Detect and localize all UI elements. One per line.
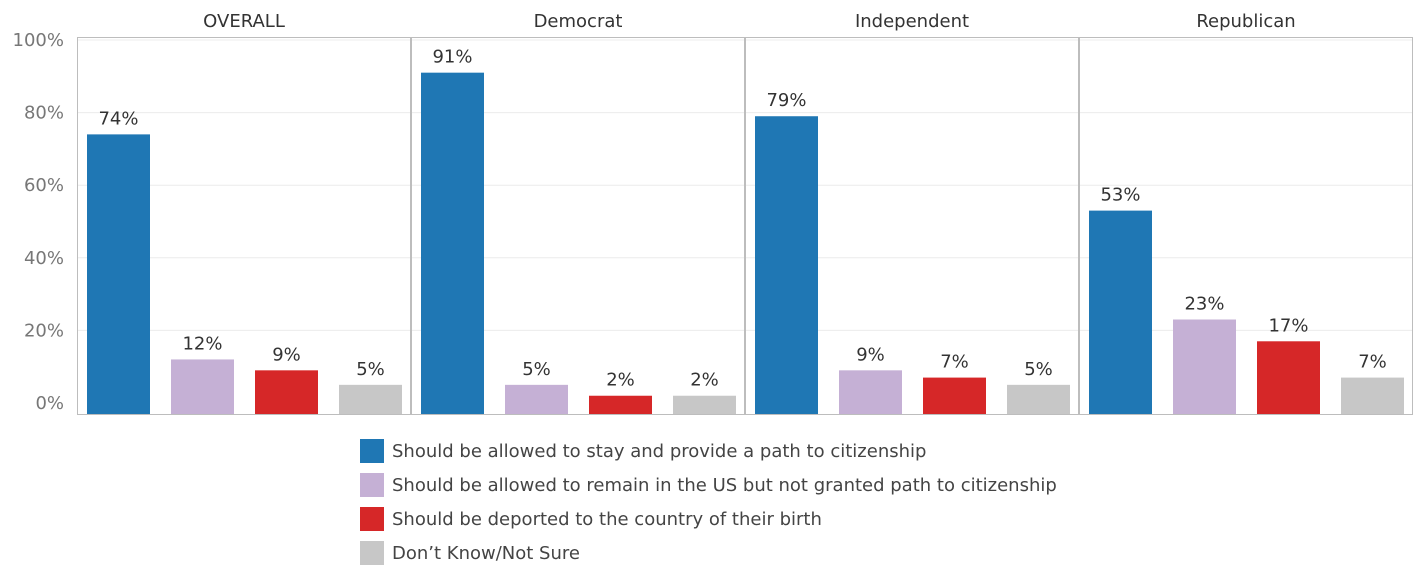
legend-swatch — [360, 507, 384, 531]
legend-swatch — [360, 439, 384, 463]
y-tick-label: 60% — [24, 175, 64, 196]
bar — [589, 395, 652, 414]
data-label: 9% — [272, 344, 301, 365]
data-label: 12% — [182, 333, 222, 354]
legend-label: Don’t Know/Not Sure — [392, 542, 580, 564]
data-label: 2% — [690, 370, 719, 391]
chart: 0% 20% 40% 60% 80% 100% OVERALL 74% 12% 9% 5% Democ… — [13, 11, 1413, 415]
bar — [839, 370, 902, 414]
y-tick-label: 100% — [13, 30, 64, 51]
data-label: 17% — [1268, 315, 1308, 336]
bar — [421, 72, 484, 415]
data-label: 9% — [856, 344, 885, 365]
y-tick-label: 80% — [24, 103, 64, 124]
data-label: 2% — [606, 370, 635, 391]
bar — [1173, 319, 1236, 414]
bar — [255, 370, 318, 414]
bar — [87, 134, 150, 414]
legend-item-not-sure[interactable]: Don’t Know/Not Sure — [360, 536, 1057, 570]
bar — [1007, 384, 1070, 414]
panel-header: OVERALL — [203, 11, 285, 32]
y-tick-label: 20% — [24, 320, 64, 341]
data-label: 5% — [1024, 359, 1053, 380]
y-tick-label: 0% — [35, 393, 64, 414]
y-tick-label: 40% — [24, 248, 64, 269]
bar — [755, 116, 818, 414]
bar — [339, 384, 402, 414]
bar — [1089, 210, 1152, 414]
bar — [171, 359, 234, 414]
panel-header: Republican — [1196, 11, 1295, 32]
data-label: 53% — [1100, 185, 1140, 206]
panel-header: Independent — [855, 11, 969, 32]
panel-header: Democrat — [534, 11, 623, 32]
legend-item-remain-no-citizenship[interactable]: Should be allowed to remain in the US bu… — [360, 468, 1057, 502]
data-label: 91% — [432, 47, 472, 68]
data-label: 7% — [940, 352, 969, 373]
legend-swatch — [360, 473, 384, 497]
legend-label: Should be deported to the country of the… — [392, 508, 822, 530]
data-label: 74% — [98, 108, 138, 129]
bar — [1341, 377, 1404, 414]
bar — [923, 377, 986, 414]
legend-swatch — [360, 541, 384, 565]
data-label: 7% — [1358, 352, 1387, 373]
legend: Should be allowed to stay and provide a … — [360, 434, 1057, 570]
data-label: 79% — [766, 90, 806, 111]
bar — [1257, 341, 1320, 414]
data-label: 5% — [356, 359, 385, 380]
legend-label: Should be allowed to remain in the US bu… — [392, 474, 1057, 496]
legend-item-deported[interactable]: Should be deported to the country of the… — [360, 502, 1057, 536]
legend-item-stay-citizenship[interactable]: Should be allowed to stay and provide a … — [360, 434, 1057, 468]
data-label: 23% — [1184, 294, 1224, 315]
data-label: 5% — [522, 359, 551, 380]
bar — [505, 384, 568, 414]
bar — [673, 395, 736, 414]
legend-label: Should be allowed to stay and provide a … — [392, 440, 927, 462]
